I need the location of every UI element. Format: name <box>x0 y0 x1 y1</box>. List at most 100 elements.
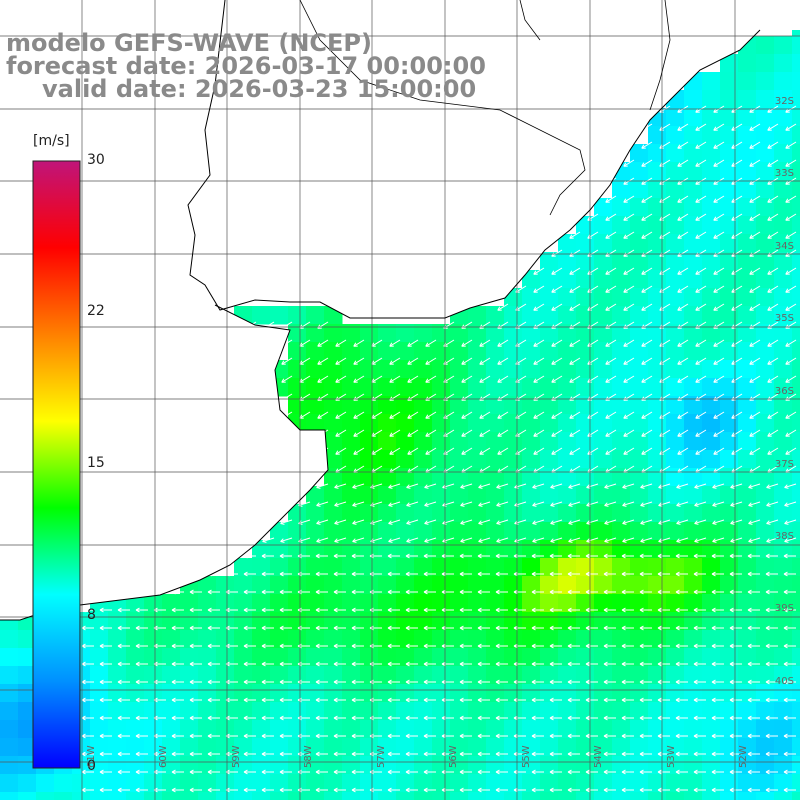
speed-cell <box>504 414 523 433</box>
wind-arrowhead <box>765 571 770 575</box>
wind-arrowhead <box>351 591 356 595</box>
wind-arrowhead <box>766 538 770 542</box>
speed-cell <box>378 324 397 343</box>
wind-arrow <box>766 537 779 543</box>
speed-cell <box>468 540 487 559</box>
speed-cell <box>234 630 253 649</box>
speed-cell <box>630 180 649 199</box>
wind-arrowhead <box>495 589 500 593</box>
speed-cell <box>414 576 433 595</box>
wind-arrowhead <box>765 751 770 755</box>
wind-arrowhead <box>585 591 590 595</box>
speed-cell <box>612 558 631 577</box>
wind-arrowhead <box>353 432 357 437</box>
wind-arrow <box>515 429 527 437</box>
speed-cell <box>702 612 721 631</box>
wind-arrow <box>785 339 797 347</box>
speed-cell <box>666 378 685 397</box>
speed-cell <box>756 540 775 559</box>
speed-cell <box>378 432 397 451</box>
colorbar-unit: [m/s] <box>33 133 70 149</box>
speed-cell <box>540 756 559 775</box>
wind-arrowhead <box>387 609 392 613</box>
wind-arrow <box>785 375 797 383</box>
speed-cell <box>306 738 325 757</box>
speed-cell <box>396 756 415 775</box>
wind-arrowhead <box>281 324 285 329</box>
wind-arrowhead <box>603 553 608 557</box>
wind-arrowhead <box>335 450 339 455</box>
speed-cell <box>468 792 487 800</box>
wind-arrow <box>586 483 599 489</box>
speed-cell <box>738 594 757 613</box>
wind-arrowhead <box>657 661 662 665</box>
wind-arrowhead <box>531 573 536 577</box>
wind-arrowhead <box>207 753 212 757</box>
wind-arrowhead <box>767 360 771 365</box>
wind-arrowhead <box>693 661 698 665</box>
wind-arrowhead <box>423 735 428 739</box>
wind-arrow <box>407 465 419 473</box>
wind-arrowhead <box>605 234 609 239</box>
wind-arrowhead <box>713 180 717 185</box>
wind-arrow <box>713 249 725 257</box>
wind-arrowhead <box>495 555 500 559</box>
wind-arrowhead <box>261 769 266 773</box>
wind-arrowhead <box>603 771 608 775</box>
speed-cell <box>774 576 793 595</box>
speed-cell <box>558 378 577 397</box>
wind-arrowhead <box>479 450 483 455</box>
wind-arrow <box>533 303 545 311</box>
wind-arrowhead <box>587 216 591 221</box>
wind-arrowhead <box>785 216 789 221</box>
speed-cell <box>288 360 307 379</box>
speed-cell <box>630 666 649 685</box>
wind-arrowhead <box>459 751 464 755</box>
speed-cell <box>198 702 217 721</box>
wind-arrowhead <box>387 679 392 683</box>
speed-cell <box>648 360 667 379</box>
speed-cell <box>792 144 800 163</box>
wind-arrow <box>407 357 419 365</box>
wind-arrowhead <box>531 661 536 665</box>
wind-arrowhead <box>694 505 699 507</box>
wind-arrowhead <box>603 607 608 611</box>
wind-arrowhead <box>261 625 266 629</box>
wind-arrowhead <box>423 733 428 737</box>
speed-cell <box>306 684 325 703</box>
wind-arrowhead <box>711 607 716 611</box>
speed-cell <box>666 630 685 649</box>
wind-arrowhead <box>675 663 680 667</box>
wind-arrowhead <box>189 697 194 701</box>
speed-cell <box>558 432 577 451</box>
wind-arrowhead <box>731 162 735 167</box>
wind-arrowhead <box>477 643 482 647</box>
speed-cell <box>792 162 800 181</box>
wind-arrowhead <box>657 609 662 613</box>
speed-cell <box>108 648 127 667</box>
wind-arrowhead <box>477 555 482 559</box>
speed-cell <box>630 648 649 667</box>
speed-cell <box>558 594 577 613</box>
wind-arrowhead <box>117 679 122 683</box>
wind-arrowhead <box>99 787 104 791</box>
wind-arrowhead <box>281 342 285 347</box>
wind-arrow <box>659 267 671 275</box>
speed-cell <box>774 774 793 793</box>
wind-arrowhead <box>99 661 104 665</box>
wind-arrowhead <box>99 699 104 703</box>
speed-cell <box>576 306 595 325</box>
wind-arrowhead <box>207 771 212 775</box>
speed-cell <box>432 684 451 703</box>
wind-arrowhead <box>585 697 590 701</box>
wind-arrowhead <box>747 591 752 595</box>
speed-cell <box>270 684 289 703</box>
wind-arrowhead <box>243 573 248 577</box>
speed-cell <box>648 126 667 145</box>
speed-cell <box>648 792 667 800</box>
speed-cell <box>126 720 145 739</box>
speed-cell <box>252 792 271 800</box>
wind-arrowhead <box>477 625 482 629</box>
speed-cell <box>738 774 757 793</box>
wind-arrow <box>497 375 509 383</box>
